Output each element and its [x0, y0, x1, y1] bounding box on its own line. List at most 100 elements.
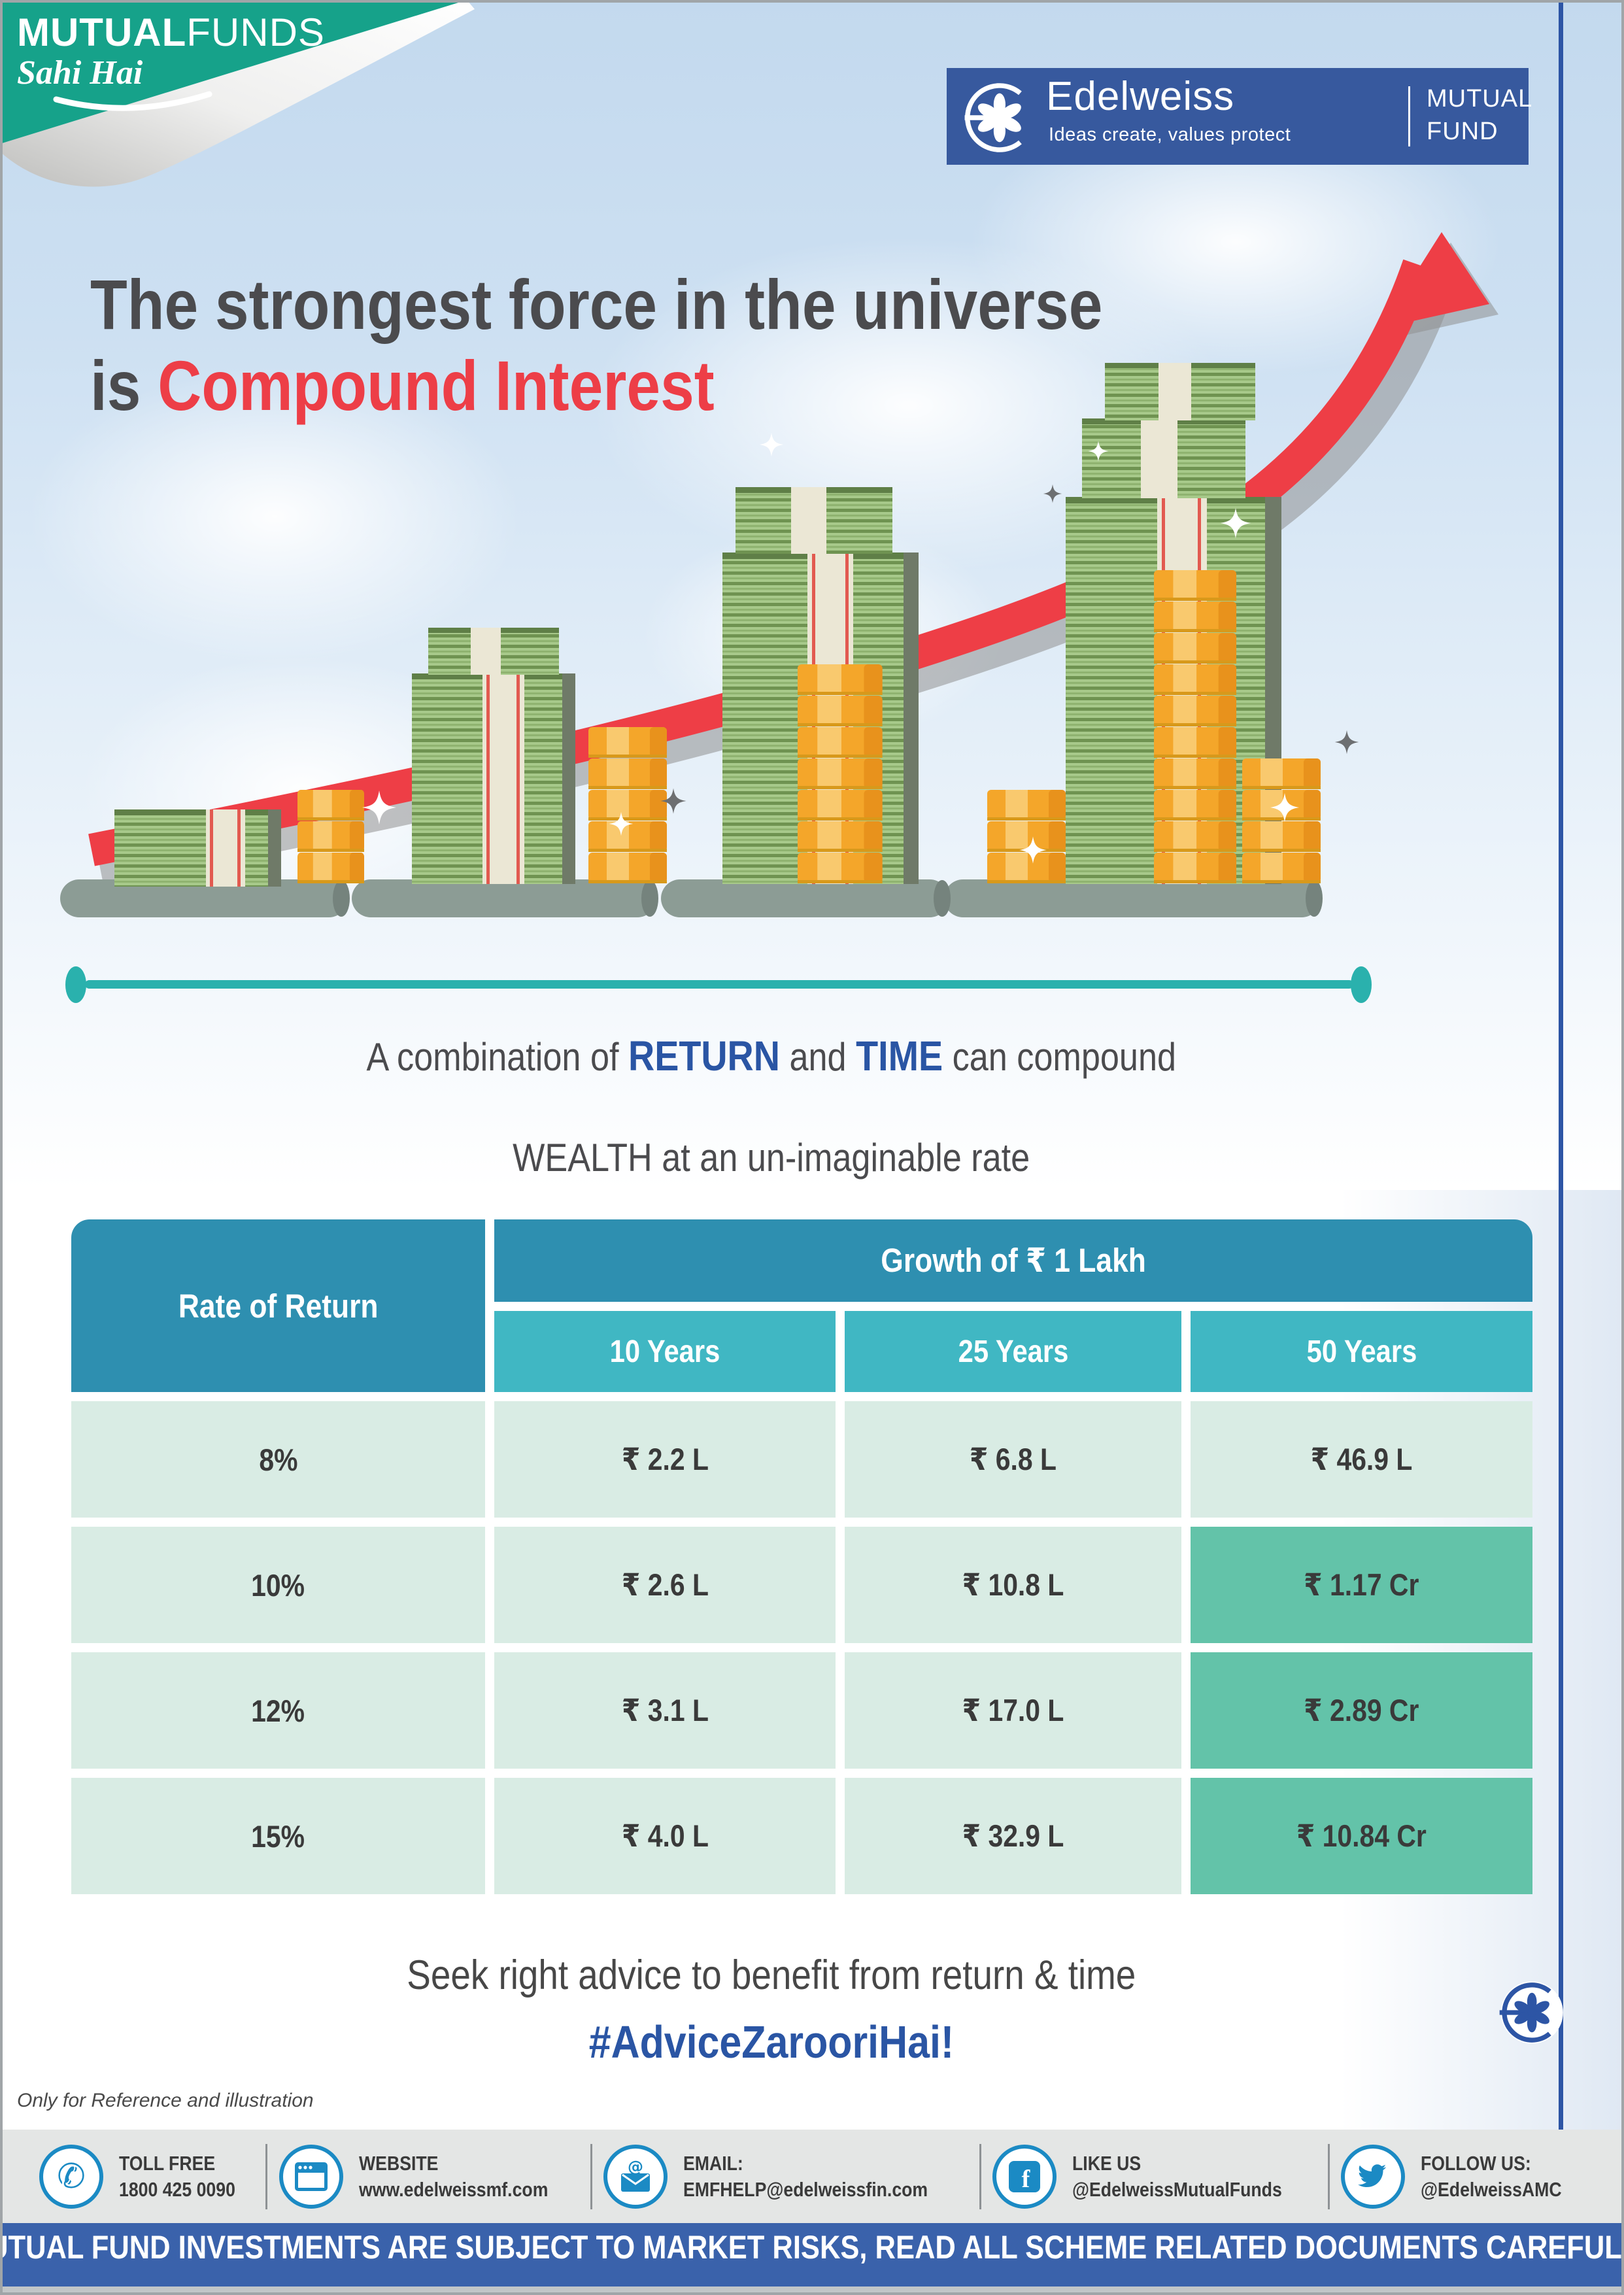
facebook-icon: f [992, 2144, 1057, 2209]
email-icon: @ [603, 2144, 668, 2209]
table-header-rate: Rate of Return [71, 1219, 485, 1392]
risk-warning-bar: MUTUAL FUND INVESTMENTS ARE SUBJECT TO M… [0, 2223, 1624, 2286]
money-stack-icon [412, 628, 575, 884]
table-header-25y: 25 Years [845, 1311, 1181, 1392]
logo-divider [1408, 86, 1410, 146]
rate-cell: 10% [71, 1527, 485, 1643]
value-cell: ₹ 46.9 L [1191, 1401, 1532, 1518]
value-cell-highlighted: ₹ 1.17 Cr [1191, 1527, 1532, 1643]
contact-facebook[interactable]: f LIKE US @EdelweissMutualFunds [992, 2144, 1316, 2209]
page-curl [0, 0, 475, 187]
mf-sahi-hai-logo: MUTUALFUNDS Sahi Hai [0, 0, 475, 187]
money-stack-icon [114, 809, 281, 887]
contact-text: WEBSITE www.edelweissmf.com [359, 2150, 579, 2203]
edelweiss-entity: MUTUAL FUND [1427, 82, 1532, 148]
headline-line2: is Compound Interest [90, 345, 715, 426]
cta-line: Seek right advice to benefit from return… [407, 1952, 1136, 1998]
svg-text:f: f [1022, 2166, 1031, 2192]
contact-bar: ✆ TOLL FREE 1800 425 0090 WEBSITE www.ed… [3, 2130, 1621, 2223]
cta-hashtag: #AdviceZarooriHai! [588, 2016, 955, 2067]
value-cell-highlighted: ₹ 10.84 Cr [1191, 1778, 1532, 1894]
coin-stack-icon [297, 790, 364, 883]
contact-divider [590, 2143, 592, 2209]
value-cell: ₹ 17.0 L [845, 1652, 1181, 1769]
contact-value: 1800 425 0090 [119, 2177, 235, 2201]
value-cell: ₹ 6.8 L [845, 1401, 1181, 1518]
phone-icon: ✆ [39, 2144, 103, 2209]
value-cell: ₹ 10.8 L [845, 1527, 1181, 1643]
browser-icon [279, 2144, 343, 2209]
sub-time: TIME [856, 1032, 943, 1080]
entity-line2: FUND [1427, 118, 1498, 145]
headline-line1: The strongest force in the universe [90, 265, 1103, 344]
value-cell: ₹ 4.0 L [494, 1778, 836, 1894]
contact-label: EMAIL: [683, 2151, 744, 2175]
edelweiss-logo: Edelweiss Ideas create, values protect M… [947, 68, 1532, 165]
money-growth-illustration [60, 232, 1498, 917]
mf-word-light: FUNDS [186, 10, 325, 54]
headline: The strongest force in the universe is C… [90, 264, 1267, 426]
contact-value: EMFHELP@edelweissfin.com [683, 2177, 928, 2201]
coin-stack-icon [987, 790, 1066, 883]
value-cell: ₹ 3.1 L [494, 1652, 836, 1769]
value-cell: ₹ 2.2 L [494, 1401, 836, 1518]
risk-warning-text: MUTUAL FUND INVESTMENTS ARE SUBJECT TO M… [0, 2229, 1624, 2266]
contact-twitter[interactable]: FOLLOW US: @EdelweissAMC [1341, 2144, 1585, 2209]
edelweiss-tagline: Ideas create, values protect [1049, 124, 1291, 145]
coin-stack-icon [588, 727, 667, 883]
contact-divider [979, 2143, 981, 2209]
contact-label: LIKE US [1072, 2151, 1142, 2175]
sub-mid: and [780, 1035, 856, 1079]
headline-compound-interest: Compound Interest [158, 346, 715, 425]
reference-note: Only for Reference and illustration [17, 2090, 314, 2111]
edelweiss-flower-badge [1499, 1981, 1563, 2044]
rate-cell: 15% [71, 1778, 485, 1894]
table-header-50y: 50 Years [1191, 1311, 1532, 1392]
cloud [26, 366, 523, 667]
table-header-10y: 10 Years [494, 1311, 836, 1392]
sub-post: can compound [943, 1035, 1177, 1079]
contact-email[interactable]: @ EMAIL: EMFHELP@edelweissfin.com [603, 2144, 968, 2209]
subheading-line1: A combination of RETURN and TIME can com… [0, 1032, 1543, 1080]
contact-divider [1327, 2143, 1330, 2209]
contact-text: FOLLOW US: @EdelweissAMC [1421, 2150, 1585, 2203]
subheading-line2: WEALTH at an un-imaginable rate [513, 1136, 1030, 1180]
twitter-icon [1341, 2144, 1406, 2209]
table-header-growth: Growth of ₹ 1 Lakh [494, 1219, 1532, 1302]
divider-dot-right [1351, 966, 1372, 1003]
value-cell: ₹ 32.9 L [845, 1778, 1181, 1894]
headline-is: is [90, 346, 158, 425]
rate-cell: 12% [71, 1652, 485, 1769]
sub-return: RETURN [628, 1032, 781, 1080]
mf-script: Sahi Hai [17, 54, 143, 92]
rate-cell: 8% [71, 1401, 485, 1518]
svg-text:MUTUALFUNDS: MUTUALFUNDS [17, 10, 325, 54]
contact-value: @EdelweissMutualFunds [1072, 2177, 1283, 2201]
edelweiss-wordmark: Edelweiss [1046, 74, 1235, 119]
script-swoosh [53, 91, 212, 111]
edelweiss-flower-icon [964, 83, 1022, 152]
entity-line1: MUTUAL [1427, 85, 1533, 112]
value-cell-highlighted: ₹ 2.89 Cr [1191, 1652, 1532, 1769]
coin-stack-icon [798, 664, 883, 883]
contact-website[interactable]: WEBSITE www.edelweissmf.com [279, 2144, 579, 2209]
bottom-strip [0, 2286, 1624, 2295]
sub-pre: A combination of [366, 1035, 629, 1079]
contact-text: EMAIL: EMFHELP@edelweissfin.com [683, 2150, 968, 2203]
platform [60, 879, 1323, 917]
value-cell: ₹ 2.6 L [494, 1527, 836, 1643]
contact-text: LIKE US @EdelweissMutualFunds [1072, 2150, 1316, 2203]
contact-label: FOLLOW US: [1421, 2151, 1532, 2175]
vertical-accent-line [1559, 3, 1563, 2223]
mf-word-bold: MUTUAL [17, 10, 186, 54]
contact-text: TOLL FREE 1800 425 0090 [119, 2150, 254, 2203]
contact-label: WEBSITE [358, 2151, 439, 2175]
contact-value: @EdelweissAMC [1421, 2177, 1562, 2201]
contact-tollfree[interactable]: ✆ TOLL FREE 1800 425 0090 [39, 2144, 254, 2209]
growth-table: Rate of Return Growth of ₹ 1 Lakh 10 Yea… [71, 1219, 1532, 1894]
contact-divider [265, 2143, 268, 2209]
section-divider [85, 980, 1353, 989]
contact-value: www.edelweissmf.com [358, 2177, 549, 2201]
contact-label: TOLL FREE [119, 2151, 216, 2175]
divider-dot-left [65, 966, 86, 1003]
